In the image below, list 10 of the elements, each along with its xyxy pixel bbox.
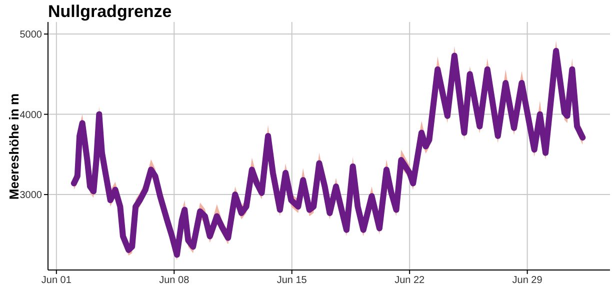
x-tick-label: Jun 01	[41, 275, 72, 286]
x-tick-label: Jun 29	[512, 275, 543, 286]
x-tick-label: Jun 08	[159, 275, 190, 286]
y-tick-label: 3000	[20, 190, 42, 202]
y-axis-title: Meereshöhe in m	[6, 92, 22, 200]
x-tick-label: Jun 22	[394, 275, 426, 286]
y-tick-label: 4000	[20, 110, 42, 121]
chart-title: Nullgradgrenze	[48, 2, 172, 22]
x-tick-label: Jun 15	[276, 275, 308, 286]
y-tick-label: 5000	[20, 30, 42, 41]
